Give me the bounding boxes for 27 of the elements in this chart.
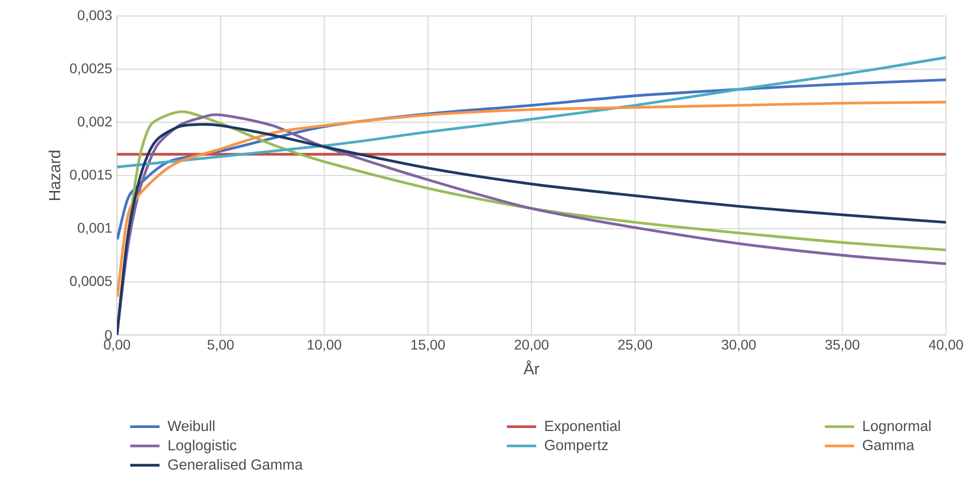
line-series [117,100,946,298]
legend-label: Weibull [168,420,214,432]
y-tick-label: 0,0005 [70,276,112,288]
x-axis-title: År [524,360,540,374]
x-tick-label: 10,00 [308,340,342,352]
x-tick-label: 35,00 [825,340,860,352]
y-tick-label: 0,001 [78,222,112,234]
legend-label: Generalised Gamma [168,458,303,470]
x-tick-label: 0,00 [104,340,130,352]
y-tick-label: 0,0015 [70,170,112,182]
line-series [117,56,946,168]
legend-label: Lognormal [863,420,930,434]
legend-label: Loglogistic [168,440,236,454]
legend-label: Exponential [545,420,620,434]
x-tick-label: 5,00 [208,340,234,352]
y-tick-label: 0,002 [78,116,112,128]
y-tick-label: 0,0025 [70,63,112,75]
x-tick-label: 40,00 [928,340,963,352]
x-tick-label: 25,00 [618,340,652,352]
y-tick-label: 0 [105,330,112,340]
x-tick-label: 20,00 [514,340,548,352]
y-axis-title: Hazard [48,150,60,200]
legend-label: Gompertz [544,440,608,454]
x-tick-label: 30,00 [722,340,756,352]
y-tick-label: 0,003 [78,10,112,22]
legend-label: Gamma [862,440,914,450]
x-tick-label: 15,00 [411,340,445,352]
